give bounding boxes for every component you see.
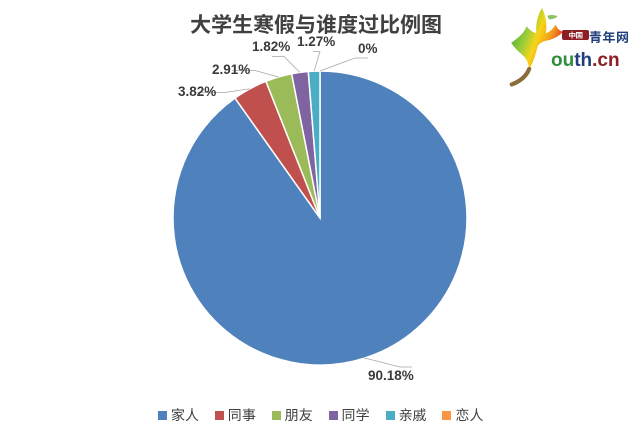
svg-text:90.18%: 90.18% <box>368 368 414 383</box>
svg-text:0%: 0% <box>358 41 378 56</box>
svg-text:1.82%: 1.82% <box>252 39 290 54</box>
svg-text:3.82%: 3.82% <box>178 84 216 99</box>
svg-text:2.91%: 2.91% <box>212 62 250 77</box>
svg-text:1.27%: 1.27% <box>297 34 335 49</box>
